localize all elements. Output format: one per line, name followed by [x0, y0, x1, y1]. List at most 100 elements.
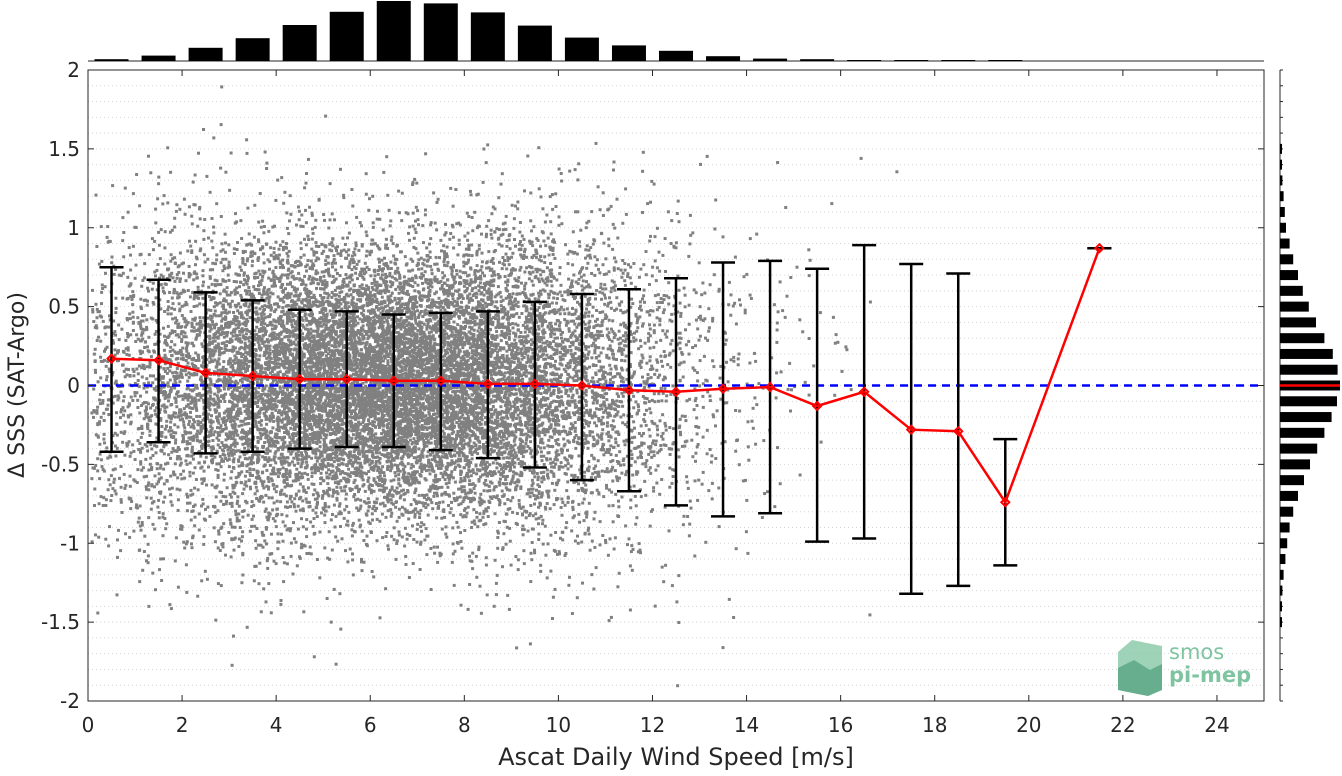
- scatter-point: [631, 302, 634, 305]
- scatter-point: [588, 366, 591, 369]
- scatter-point: [174, 559, 177, 562]
- scatter-point: [562, 308, 565, 311]
- scatter-point: [544, 221, 547, 224]
- scatter-point: [132, 329, 135, 332]
- scatter-point: [282, 202, 285, 205]
- scatter-point: [332, 275, 335, 278]
- scatter-point: [390, 512, 393, 515]
- scatter-point: [490, 233, 493, 236]
- scatter-point: [538, 187, 541, 190]
- scatter-point: [417, 284, 420, 287]
- scatter-point: [245, 293, 248, 296]
- scatter-point: [550, 465, 553, 468]
- scatter-point: [587, 249, 590, 252]
- scatter-point: [518, 269, 521, 272]
- scatter-point: [590, 272, 593, 275]
- scatter-point: [681, 445, 684, 448]
- scatter-point: [592, 402, 595, 405]
- scatter-point: [479, 269, 482, 272]
- scatter-point: [330, 296, 333, 299]
- scatter-point: [90, 412, 93, 415]
- scatter-point: [223, 265, 226, 268]
- scatter-point: [367, 209, 370, 212]
- scatter-point: [584, 437, 587, 440]
- scatter-point: [191, 222, 194, 225]
- scatter-point: [595, 142, 598, 145]
- scatter-point: [430, 268, 433, 271]
- scatter-point: [808, 394, 811, 397]
- scatter-point: [138, 412, 141, 415]
- scatter-point: [365, 254, 368, 257]
- scatter-point: [766, 490, 769, 493]
- scatter-point: [419, 568, 422, 571]
- scatter-point: [374, 456, 377, 459]
- scatter-point: [98, 263, 101, 266]
- scatter-point: [665, 394, 668, 397]
- scatter-point: [684, 440, 687, 443]
- scatter-point: [217, 431, 220, 434]
- scatter-point: [611, 319, 614, 322]
- scatter-point: [580, 541, 583, 544]
- scatter-point: [511, 418, 514, 421]
- scatter-point: [263, 286, 266, 289]
- scatter-point: [392, 242, 395, 245]
- scatter-point: [684, 328, 687, 331]
- scatter-point: [235, 323, 238, 326]
- scatter-point: [269, 459, 272, 462]
- scatter-point: [381, 296, 384, 299]
- scatter-point: [561, 514, 564, 517]
- scatter-point: [236, 248, 239, 251]
- scatter-point: [669, 453, 672, 456]
- scatter-point: [647, 453, 650, 456]
- scatter-point: [334, 526, 337, 529]
- scatter-point: [511, 511, 514, 514]
- scatter-point: [677, 621, 680, 624]
- scatter-point: [198, 512, 201, 515]
- scatter-point: [754, 360, 757, 363]
- scatter-point: [292, 573, 295, 576]
- scatter-point: [498, 484, 501, 487]
- scatter-point: [569, 290, 572, 293]
- scatter-point: [662, 432, 665, 435]
- scatter-point: [234, 526, 237, 529]
- scatter-point: [642, 263, 645, 266]
- scatter-point: [124, 484, 127, 487]
- scatter-point: [525, 266, 528, 269]
- scatter-point: [670, 242, 673, 245]
- scatter-point: [183, 547, 186, 550]
- scatter-point: [373, 490, 376, 493]
- scatter-point: [401, 506, 404, 509]
- scatter-point: [603, 283, 606, 286]
- scatter-point: [484, 416, 487, 419]
- scatter-point: [137, 521, 140, 524]
- scatter-point: [515, 417, 518, 420]
- scatter-point: [212, 226, 215, 229]
- scatter-point: [121, 364, 124, 367]
- scatter-point: [779, 482, 782, 485]
- scatter-point: [678, 220, 681, 223]
- scatter-point: [304, 313, 307, 316]
- scatter-point: [163, 410, 166, 413]
- scatter-point: [214, 310, 217, 313]
- scatter-point: [725, 339, 728, 342]
- scatter-point: [345, 221, 348, 224]
- scatter-point: [596, 258, 599, 261]
- scatter-point: [649, 435, 652, 438]
- scatter-point: [214, 511, 217, 514]
- scatter-point: [199, 455, 202, 458]
- scatter-point: [707, 489, 710, 492]
- scatter-point: [140, 436, 143, 439]
- scatter-point: [522, 549, 525, 552]
- scatter-point: [541, 459, 544, 462]
- scatter-point: [617, 267, 620, 270]
- scatter-point: [150, 497, 153, 500]
- scatter-point: [572, 440, 575, 443]
- scatter-point: [458, 243, 461, 246]
- scatter-point: [553, 466, 556, 469]
- scatter-point: [660, 435, 663, 438]
- scatter-point: [745, 499, 748, 502]
- scatter-point: [297, 462, 300, 465]
- scatter-point: [523, 284, 526, 287]
- scatter-point: [595, 364, 598, 367]
- scatter-point: [239, 281, 242, 284]
